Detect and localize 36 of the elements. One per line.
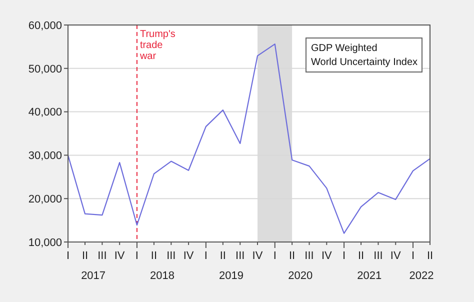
text: III	[236, 250, 245, 262]
text: II	[82, 250, 88, 262]
text: II	[289, 250, 296, 262]
text: I	[66, 250, 70, 262]
text: IV	[114, 250, 126, 262]
y-tick-label: 40,000	[28, 106, 62, 119]
text: I	[135, 250, 138, 262]
text: IV	[390, 250, 402, 262]
text: IV	[321, 250, 333, 262]
text: II	[220, 250, 226, 262]
text: IV	[252, 250, 264, 262]
x-tick-label: 2021	[357, 270, 382, 282]
text: III	[304, 250, 314, 262]
text: II	[358, 250, 364, 262]
text: III	[374, 250, 383, 262]
x-tick-label: 2018	[150, 270, 175, 282]
x-tick-label: 2017	[81, 270, 106, 282]
x-tick-label: 2020	[288, 270, 313, 282]
text: I	[342, 250, 346, 262]
text: II	[150, 250, 158, 262]
text: II	[426, 250, 434, 262]
text: I	[204, 250, 208, 262]
x-tick-label: 2019	[219, 270, 244, 282]
text: GDP Weighted World Uncertainty Index	[311, 43, 418, 68]
text: IV	[183, 250, 194, 262]
y-tick-label: 20,000	[28, 193, 62, 206]
text: III	[166, 250, 176, 262]
ref-line-label: Trump's trade war	[138, 29, 176, 62]
y-tick-label: 60,000	[28, 20, 62, 32]
text: I	[411, 250, 415, 262]
y-tick-label: 50,000	[28, 63, 62, 76]
y-tick-label: 10,000	[28, 236, 62, 249]
text: I	[273, 250, 276, 262]
x-tick-label: 2022	[409, 270, 434, 282]
text: III	[98, 250, 107, 262]
y-tick-label: 30,000	[28, 150, 62, 162]
